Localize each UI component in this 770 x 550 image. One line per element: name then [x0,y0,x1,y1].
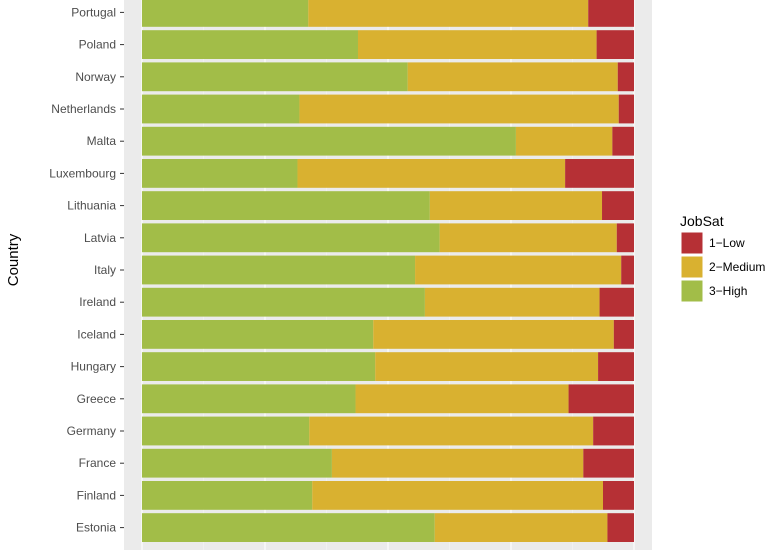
y-axis-ticks: Portugal Poland Norway Netherlands Malta Luxe… [49,5,124,535]
y-tick-label: France [79,456,117,470]
bar-segment [331,448,584,478]
legend-label: 1−Low [709,236,745,250]
bar-segment [142,94,300,124]
bar-segment [142,320,374,349]
bar-segment [142,255,416,285]
bar-segment [142,0,309,27]
bar-segment [142,223,440,253]
bar-segment [142,30,358,59]
y-tick-label: Netherlands [51,102,116,116]
bar-segment [439,223,617,253]
bar-segment [434,513,608,542]
bar-segment [415,255,622,285]
legend-label: 2−Medium [709,260,765,274]
y-tick-label: Greece [77,392,117,406]
bar-segment [617,62,634,92]
bar-segment [618,94,634,124]
y-tick-label: Poland [79,38,116,52]
bar-segment [312,481,604,510]
bar-segment [142,287,425,317]
bar-segment [621,255,634,285]
bar-segment [598,352,634,381]
bar-segment [565,159,634,188]
bar-segment [142,448,332,478]
bar-segment [424,287,600,317]
bar-segment [357,30,597,59]
legend-key [680,255,704,279]
legend-key [680,279,704,303]
bar-segment [309,416,594,446]
bar-segment [142,352,376,381]
bar-segment [373,320,614,349]
bar-segment [142,126,516,156]
y-axis-title: Country [5,233,22,286]
legend-title: JobSat [680,213,724,229]
bar-segment [607,513,634,542]
bar-segment [568,384,634,414]
bar-segment [602,191,634,220]
bar-segment [612,126,634,156]
bar-segment [142,384,356,414]
y-tick-label: Latvia [84,231,116,245]
legend-key [680,231,704,255]
bar-segment [355,384,569,414]
bar-segment [308,0,589,27]
bar-segment [142,416,310,446]
bar-segment [299,94,619,124]
bar-segment [407,62,618,92]
bar-segment [599,287,634,317]
bar-segment [593,416,634,446]
bar-segment [515,126,613,156]
bar-segment [596,30,634,59]
bar-segment [142,513,435,542]
bar-segment [142,481,313,510]
y-tick-label: Estonia [76,521,116,535]
bar-segment [142,191,430,220]
bar-segment [616,223,634,253]
legend-label: 3−High [709,284,747,298]
bar-segment [375,352,599,381]
bar-segment [297,159,566,188]
y-tick-label: Finland [77,488,116,502]
bar-segment [583,448,634,478]
y-tick-label: Italy [94,263,116,277]
y-tick-label: Hungary [71,360,116,374]
y-tick-label: Portugal [71,5,116,19]
y-tick-label: Lithuania [67,199,116,213]
bar-segment [613,320,634,349]
y-tick-label: Ireland [79,295,116,309]
y-tick-label: Malta [87,134,117,148]
y-tick-label: Germany [67,424,116,438]
bar-segment [142,159,298,188]
legend: JobSat 1−Low 2−Medium 3−High [680,213,765,303]
bar-segment [603,481,634,510]
y-tick-label: Iceland [77,327,116,341]
y-tick-label: Luxembourg [49,166,116,180]
bars-layer [142,0,634,542]
y-tick-label: Norway [75,70,116,84]
bar-segment [588,0,634,27]
bar-segment [142,62,408,92]
bar-segment [429,191,603,220]
